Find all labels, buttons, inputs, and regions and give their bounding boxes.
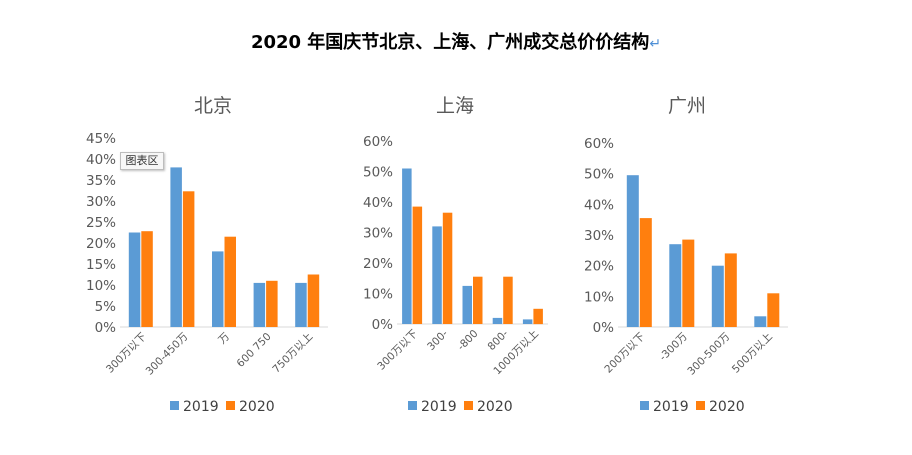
chart-title: 北京 (194, 95, 232, 117)
bar-2020[interactable] (224, 236, 237, 327)
bar-2019[interactable] (462, 285, 473, 324)
bar-2019[interactable] (128, 232, 141, 328)
legend-label: 2019 (183, 399, 219, 415)
chart-title: 上海 (436, 95, 474, 117)
bar-2019[interactable] (295, 282, 307, 327)
legend-label: 2020 (477, 399, 513, 415)
legend-swatch (408, 401, 417, 410)
y-tick-label: 30% (86, 194, 116, 210)
bar-2020[interactable] (307, 274, 320, 328)
y-tick-label: 60% (363, 134, 393, 150)
bar-2019[interactable] (432, 226, 442, 324)
chart-area-tooltip: 图表区 (120, 152, 164, 170)
bar-2020[interactable] (503, 276, 513, 324)
bar-2020[interactable] (473, 276, 483, 324)
bar-2019[interactable] (522, 319, 533, 324)
bar-2020[interactable] (639, 218, 652, 327)
legend-label: 2020 (239, 399, 275, 415)
bar-2019[interactable] (212, 251, 224, 327)
x-category-label: 600 750 (235, 331, 274, 370)
chart-guangzhou[interactable]: 广州 0% 10% 20% 30% 40% 50% 60% 200万以下 -300万300-500… (575, 85, 805, 435)
y-tick-label: 40% (363, 195, 393, 211)
bar-2020[interactable] (767, 293, 780, 327)
x-category-label: 500万以上 (730, 331, 775, 376)
bar-2020[interactable] (412, 206, 423, 324)
y-tick-label: 0% (372, 317, 394, 333)
legend-label: 2019 (421, 399, 457, 415)
bar-2019[interactable] (711, 265, 724, 327)
y-tick-label: 35% (86, 173, 116, 189)
y-tick-label: 20% (363, 256, 393, 272)
bar-2019[interactable] (626, 175, 639, 327)
page-title: 2020 年国庆节北京、上海、广州成交总价价结构↵ (0, 28, 912, 54)
y-tick-label: 45% (86, 131, 116, 147)
x-category-label: 300- (425, 327, 450, 352)
bar-2019[interactable] (253, 282, 266, 327)
y-tick-label: 30% (363, 226, 393, 242)
bar-2020[interactable] (442, 212, 453, 324)
y-tick-label: 10% (584, 289, 614, 305)
x-category-label: 200万以下 (602, 331, 647, 376)
bar-2020[interactable] (724, 253, 737, 327)
bar-2020[interactable] (682, 239, 695, 327)
y-tick-label: 5% (95, 299, 117, 315)
legend-swatch (464, 401, 473, 410)
y-tick-label: 0% (593, 320, 615, 336)
return-mark-icon: ↵ (649, 36, 662, 52)
x-category-label: 300万以下 (104, 331, 149, 376)
y-tick-label: 30% (584, 228, 614, 244)
legend-label: 2019 (653, 399, 689, 415)
y-tick-label: 50% (584, 167, 614, 183)
legend-swatch (170, 401, 179, 410)
bar-2020[interactable] (182, 191, 195, 327)
chart-shanghai[interactable]: 上海 0% 10% 20% 30% 40% 50% 60% 300万以下 300- -800 800-… (355, 85, 565, 435)
y-tick-label: 40% (584, 197, 614, 213)
bar-2019[interactable] (754, 316, 767, 327)
legend-swatch (226, 401, 235, 410)
bar-2020[interactable] (141, 231, 153, 327)
x-category-label: 750万以上 (270, 331, 315, 376)
x-category-label: 300-500万 (685, 331, 732, 378)
y-tick-label: 10% (86, 278, 116, 294)
y-tick-label: 25% (86, 215, 116, 231)
bar-2019[interactable] (669, 244, 682, 327)
y-tick-label: 0% (95, 320, 117, 336)
bar-2019[interactable] (402, 168, 412, 325)
legend-swatch (640, 401, 649, 410)
chart-beijing[interactable]: 北京 0% 5% 10% 15% 20% 25% 30% 35% 40% 45% 300万以下300-… (80, 85, 350, 435)
y-tick-label: 10% (363, 287, 393, 303)
y-tick-label: 20% (584, 259, 614, 275)
x-category-label: 300-450万 (144, 331, 191, 378)
x-category-label: -800 (455, 328, 480, 353)
legend-label: 2020 (709, 399, 745, 415)
y-tick-label: 15% (86, 257, 116, 273)
chart-title: 广州 (668, 95, 706, 117)
y-tick-label: 40% (86, 152, 116, 168)
y-tick-label: 20% (86, 236, 116, 252)
page-title-text: 2020 年国庆节北京、上海、广州成交总价价结构 (250, 32, 650, 53)
x-category-label: 300万以下 (375, 328, 420, 373)
bar-2020[interactable] (533, 308, 543, 325)
y-tick-label: 60% (584, 136, 614, 152)
x-category-label: 万 (216, 331, 232, 347)
bar-2020[interactable] (266, 280, 278, 327)
legend-swatch (696, 401, 705, 410)
bar-2019[interactable] (492, 317, 503, 324)
bar-2019[interactable] (170, 167, 182, 327)
x-category-label: -300万 (657, 331, 690, 364)
x-category-label: 800- (485, 327, 510, 352)
y-tick-label: 50% (363, 165, 393, 181)
